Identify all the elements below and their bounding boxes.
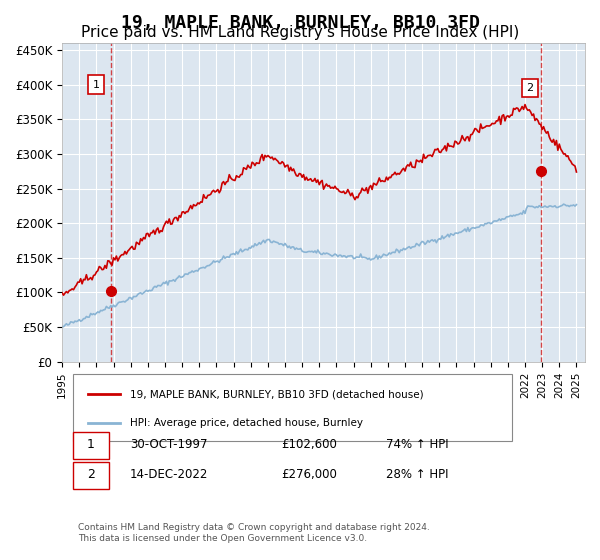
Text: 30-OCT-1997: 30-OCT-1997: [130, 438, 208, 451]
Text: 19, MAPLE BANK, BURNLEY, BB10 3FD: 19, MAPLE BANK, BURNLEY, BB10 3FD: [121, 14, 479, 32]
Text: 2: 2: [87, 468, 95, 481]
FancyBboxPatch shape: [73, 462, 109, 489]
Text: 14-DEC-2022: 14-DEC-2022: [130, 468, 208, 481]
Text: 19, MAPLE BANK, BURNLEY, BB10 3FD (detached house): 19, MAPLE BANK, BURNLEY, BB10 3FD (detac…: [130, 389, 424, 399]
Text: 2: 2: [527, 83, 534, 93]
Text: £276,000: £276,000: [282, 468, 338, 481]
Text: 74% ↑ HPI: 74% ↑ HPI: [386, 438, 449, 451]
Text: HPI: Average price, detached house, Burnley: HPI: Average price, detached house, Burn…: [130, 418, 363, 428]
FancyBboxPatch shape: [73, 374, 512, 441]
FancyBboxPatch shape: [73, 432, 109, 459]
Text: 1: 1: [87, 438, 95, 451]
Text: £102,600: £102,600: [282, 438, 338, 451]
Text: 28% ↑ HPI: 28% ↑ HPI: [386, 468, 449, 481]
Text: Contains HM Land Registry data © Crown copyright and database right 2024.
This d: Contains HM Land Registry data © Crown c…: [78, 523, 430, 543]
Text: Price paid vs. HM Land Registry's House Price Index (HPI): Price paid vs. HM Land Registry's House …: [81, 25, 519, 40]
Text: 1: 1: [93, 80, 100, 90]
